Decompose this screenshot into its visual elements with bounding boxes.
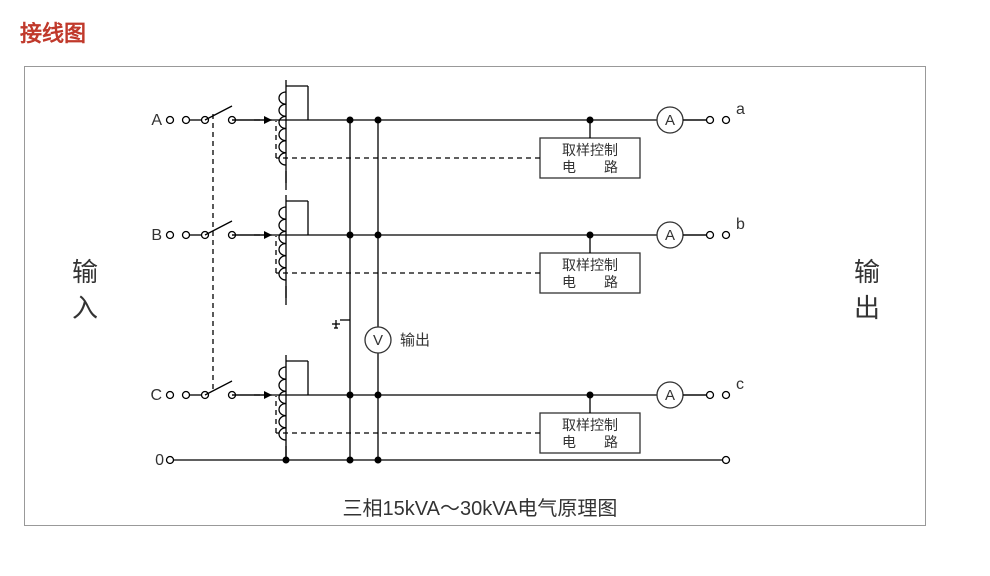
svg-text:0: 0 [155,452,164,469]
svg-text:C: C [150,387,162,404]
svg-text:c: c [736,376,744,393]
circuit-svg: 0A取样控制电 路AaB取样控制电 路AbC取样控制电 路AcV输出 [0,0,990,576]
svg-text:a: a [736,101,745,118]
svg-text:电 路: 电 路 [562,274,618,290]
svg-text:A: A [665,227,675,244]
svg-text:B: B [151,227,162,244]
svg-text:V: V [373,332,383,349]
svg-text:A: A [665,387,675,404]
svg-text:A: A [151,112,162,129]
svg-text:取样控制: 取样控制 [562,257,618,273]
svg-text:电 路: 电 路 [562,159,618,175]
svg-text:电 路: 电 路 [562,434,618,450]
svg-text:输出: 输出 [400,332,430,349]
svg-text:b: b [736,216,745,233]
svg-text:取样控制: 取样控制 [562,142,618,158]
svg-text:取样控制: 取样控制 [562,417,618,433]
svg-text:A: A [665,112,675,129]
